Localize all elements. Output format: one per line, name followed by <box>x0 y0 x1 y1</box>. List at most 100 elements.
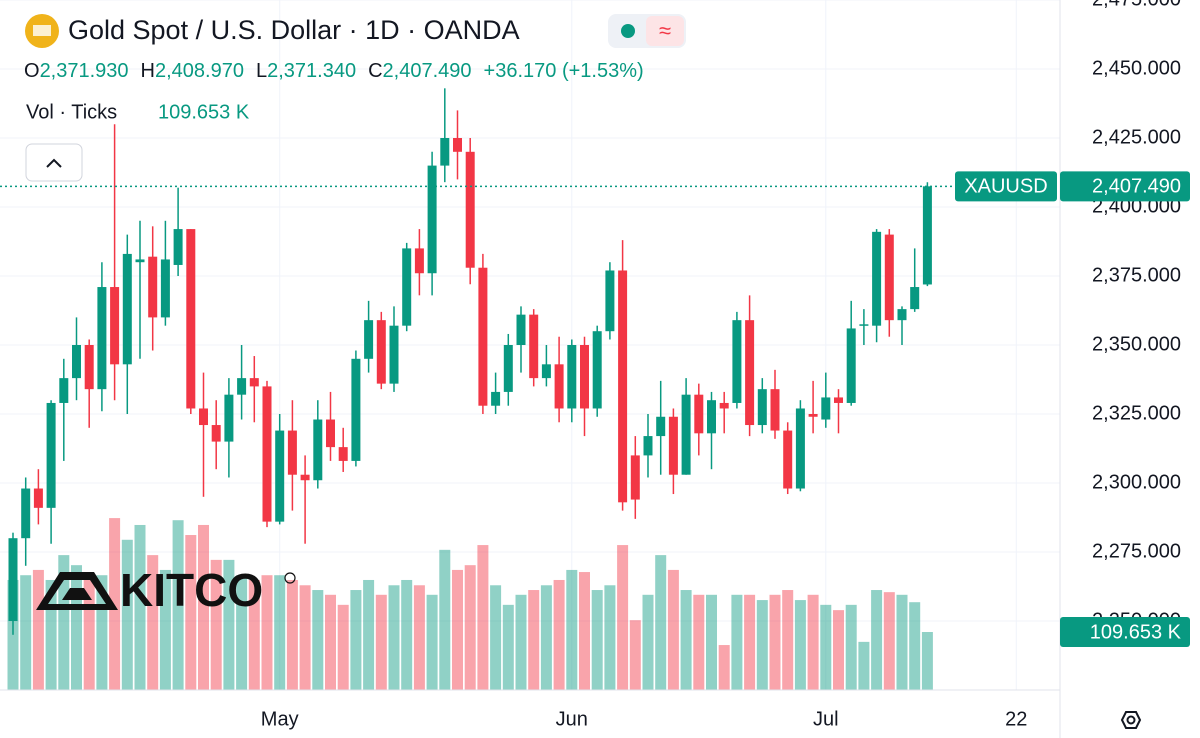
candle-body <box>732 320 742 403</box>
volume-bar <box>502 604 514 690</box>
volume-bar <box>147 555 159 690</box>
ohlc-value: 2,371.340 <box>267 60 356 82</box>
volume-bar <box>121 539 133 690</box>
candle-body <box>84 345 94 390</box>
volume-label-bg <box>1060 616 1190 647</box>
settings-icon[interactable] <box>1120 711 1142 729</box>
candle-body <box>300 474 310 481</box>
volume-bar <box>261 575 273 690</box>
ohlc-value: 2,371.930 <box>40 60 129 82</box>
title: Gold Spot / U.S. Dollar · 1D · OANDA <box>68 15 520 45</box>
volume-bar <box>515 594 527 690</box>
candle-body <box>541 364 551 379</box>
candle-body <box>567 345 577 409</box>
price-label-bg <box>1060 171 1190 202</box>
x-tick-label: 22 <box>1005 708 1027 730</box>
candle-body <box>745 320 755 426</box>
volume-bar <box>159 569 171 690</box>
volume-bar <box>744 594 756 690</box>
candle-body <box>249 378 259 387</box>
volume-bar <box>401 579 413 690</box>
candle-body <box>414 248 424 274</box>
candle-body <box>46 402 56 508</box>
volume-bar <box>299 585 311 690</box>
candle-body <box>110 287 120 365</box>
settings-icon[interactable] <box>1120 711 1142 729</box>
volume-bar <box>921 631 933 690</box>
status-icon: ≈ <box>659 18 671 43</box>
ohlc-value: 2,408.970 <box>155 60 244 82</box>
volume-bar <box>528 590 540 690</box>
volume-bar <box>490 585 502 690</box>
volume-bar <box>96 575 108 690</box>
status-badge <box>646 16 684 46</box>
candle-body <box>694 394 704 434</box>
candle-body <box>719 402 729 409</box>
volume-bar <box>312 590 324 690</box>
candle-body <box>97 287 107 390</box>
candle-body <box>580 345 589 409</box>
ohlc-key: L <box>256 60 267 82</box>
volume-bar <box>845 604 857 690</box>
candle-body <box>351 358 361 461</box>
volume-bar <box>83 579 95 690</box>
volume-bar <box>185 535 197 690</box>
candle-body <box>326 419 335 448</box>
change: +36.170 (+1.53%) <box>484 60 644 82</box>
collapse-button[interactable] <box>25 143 83 182</box>
candle-body <box>808 414 818 417</box>
volume-bar <box>604 585 616 690</box>
candle-body <box>122 253 132 365</box>
candle-body <box>859 324 869 326</box>
volume-bar <box>807 594 819 690</box>
candle-body <box>630 455 640 500</box>
volume-bar <box>820 604 832 690</box>
x-tick-label: Jun <box>556 708 588 730</box>
volume-bar <box>706 594 717 690</box>
x-tick-label: Jul <box>813 708 839 730</box>
settings-icon <box>1126 715 1136 725</box>
candle-body <box>72 345 81 379</box>
candle-body <box>605 270 615 332</box>
candle-body <box>148 256 158 318</box>
volume-bar <box>45 579 57 690</box>
volume-bar <box>617 545 629 690</box>
volume-bar <box>629 620 641 690</box>
candle-body <box>491 391 501 406</box>
volume-bar <box>286 579 298 690</box>
logo-mark <box>62 588 92 600</box>
volume-bar <box>325 594 336 690</box>
candle-body <box>287 430 297 475</box>
candle-body <box>8 538 18 621</box>
y-tick-label: 2,475.000 <box>1092 0 1181 10</box>
ohlc-key: O <box>24 60 40 82</box>
volume-bar <box>794 600 806 690</box>
candle-body <box>224 394 234 442</box>
candle-body <box>262 386 272 522</box>
candle-body <box>478 267 488 406</box>
volume-bar <box>413 585 425 690</box>
candle-body <box>440 138 450 166</box>
volume-bar <box>248 579 260 690</box>
candle-body <box>135 259 145 263</box>
volume-bar <box>223 559 235 690</box>
volume-bar <box>452 569 463 690</box>
volume-bar <box>464 565 476 690</box>
candle-body <box>427 165 437 274</box>
status-dot <box>621 24 635 38</box>
candle-body <box>275 430 285 522</box>
volume-bar <box>718 645 730 690</box>
header: Gold Spot / U.S. Dollar · 1D · OANDA ≈ O… <box>24 14 686 182</box>
collapse-icon <box>46 158 62 168</box>
candle-body <box>643 436 653 456</box>
volume-bar <box>210 559 222 690</box>
ohlc-legend: O2,371.930 H2,408.970 L2,371.340 C2,407.490… <box>24 60 644 82</box>
volume-bar <box>871 590 883 690</box>
candle-body <box>656 416 666 437</box>
volume-bar <box>172 520 184 690</box>
volume-bar <box>566 569 578 690</box>
ohlc-key: C <box>368 60 382 82</box>
candle-body <box>21 488 31 539</box>
